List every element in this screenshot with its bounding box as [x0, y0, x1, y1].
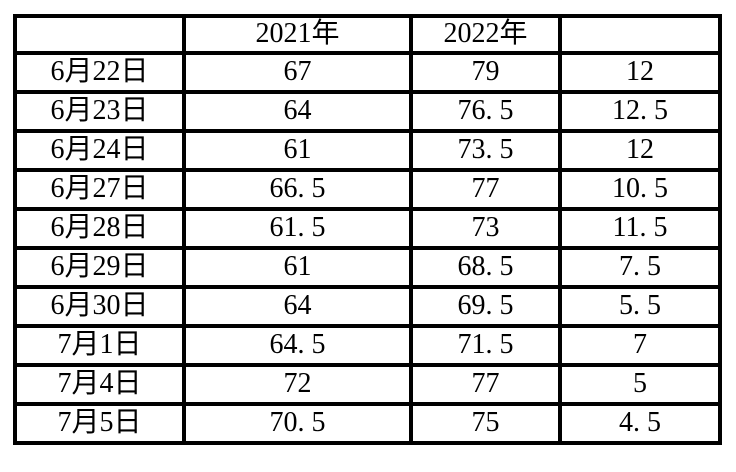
- cell-diff: 7: [558, 324, 722, 367]
- cell-2022: 77: [409, 168, 562, 211]
- cell-diff: 12. 5: [558, 90, 722, 133]
- cell-2021: 72: [182, 363, 413, 406]
- cell-2021: 61: [182, 246, 413, 289]
- cell-diff: 5. 5: [558, 285, 722, 328]
- cell-2022: 73. 5: [409, 129, 562, 172]
- table-row: 6月24日 61 73. 5 12: [13, 129, 722, 172]
- cell-date: 6月28日: [13, 207, 186, 250]
- table-row: 7月4日 72 77 5: [13, 363, 722, 406]
- cell-2022: 77: [409, 363, 562, 406]
- table-row: 6月29日 61 68. 5 7. 5: [13, 246, 722, 289]
- cell-date: 6月23日: [13, 90, 186, 133]
- table-row: 6月28日 61. 5 73 11. 5: [13, 207, 722, 250]
- header-cell-diff: [558, 14, 722, 55]
- table-row: 6月27日 66. 5 77 10. 5: [13, 168, 722, 211]
- cell-2021: 70. 5: [182, 402, 413, 445]
- cell-date: 6月29日: [13, 246, 186, 289]
- cell-diff: 5: [558, 363, 722, 406]
- header-row: 2021年 2022年: [13, 14, 722, 55]
- data-table: 2021年 2022年 6月22日 67 79 12 6月23日 64 76. …: [13, 14, 722, 445]
- cell-date: 7月5日: [13, 402, 186, 445]
- cell-2022: 79: [409, 51, 562, 94]
- cell-date: 7月1日: [13, 324, 186, 367]
- cell-2021: 61: [182, 129, 413, 172]
- cell-2022: 69. 5: [409, 285, 562, 328]
- cell-diff: 7. 5: [558, 246, 722, 289]
- cell-date: 6月27日: [13, 168, 186, 211]
- table-row: 7月5日 70. 5 75 4. 5: [13, 402, 722, 445]
- cell-2021: 64: [182, 90, 413, 133]
- cell-2022: 75: [409, 402, 562, 445]
- header-cell-2021: 2021年: [182, 14, 413, 55]
- cell-2021: 64. 5: [182, 324, 413, 367]
- cell-diff: 4. 5: [558, 402, 722, 445]
- cell-date: 7月4日: [13, 363, 186, 406]
- cell-diff: 12: [558, 51, 722, 94]
- cell-2022: 68. 5: [409, 246, 562, 289]
- table-row: 7月1日 64. 5 71. 5 7: [13, 324, 722, 367]
- cell-date: 6月22日: [13, 51, 186, 94]
- cell-diff: 10. 5: [558, 168, 722, 211]
- cell-2022: 71. 5: [409, 324, 562, 367]
- table-row: 6月23日 64 76. 5 12. 5: [13, 90, 722, 133]
- cell-diff: 11. 5: [558, 207, 722, 250]
- cell-date: 6月24日: [13, 129, 186, 172]
- cell-diff: 12: [558, 129, 722, 172]
- table-row: 6月22日 67 79 12: [13, 51, 722, 94]
- header-cell-2022: 2022年: [409, 14, 562, 55]
- cell-2022: 76. 5: [409, 90, 562, 133]
- table-row: 6月30日 64 69. 5 5. 5: [13, 285, 722, 328]
- header-cell-date: [13, 14, 186, 55]
- cell-2021: 67: [182, 51, 413, 94]
- cell-2021: 66. 5: [182, 168, 413, 211]
- cell-date: 6月30日: [13, 285, 186, 328]
- cell-2021: 64: [182, 285, 413, 328]
- cell-2022: 73: [409, 207, 562, 250]
- cell-2021: 61. 5: [182, 207, 413, 250]
